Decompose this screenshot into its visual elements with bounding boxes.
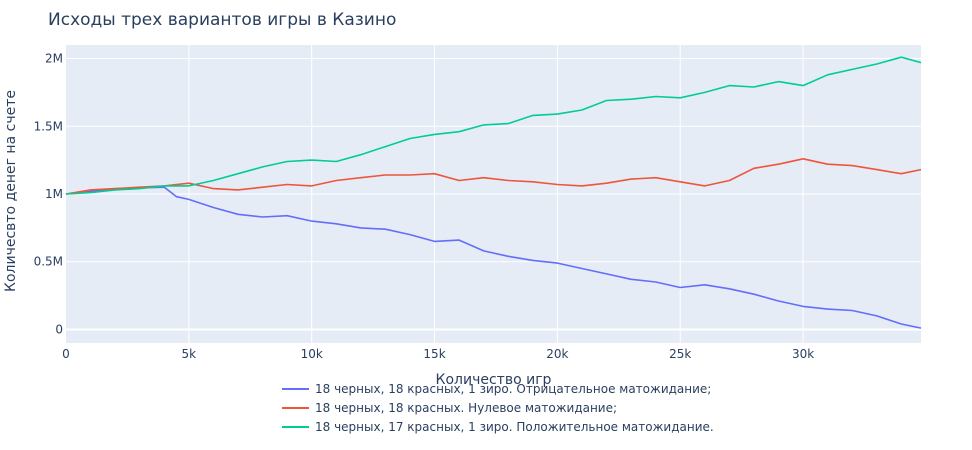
chart-title: Исходы трех вариантов игры в Казино	[48, 10, 396, 30]
legend[interactable]: 18 черных, 18 красных, 1 зиро. Отрицател…	[282, 382, 714, 434]
x-tick-label: 10k	[301, 347, 323, 361]
legend-item-1[interactable]: 18 черных, 18 красных, 1 зиро. Отрицател…	[282, 382, 711, 396]
series-line-2	[65, 158, 922, 195]
legend-label: 18 черных, 18 красных. Нулевое матожидан…	[315, 401, 617, 415]
x-tick-label: 0	[62, 347, 70, 361]
x-axis-title: Количество игр	[436, 372, 552, 388]
y-tick-label: 0.5M	[34, 255, 63, 269]
legend-label: 18 черных, 17 красных, 1 зиро. Положител…	[315, 420, 714, 434]
y-axis-title: Количесвто денег на счете	[3, 90, 19, 292]
tick-labels: 0 5k 10k 15k 20k 25k 30k 0 0.5M 1M 1.5M 2M	[34, 52, 815, 361]
x-tick-label: 30k	[792, 347, 814, 361]
series-line-3	[65, 56, 922, 195]
x-tick-label: 25k	[669, 347, 691, 361]
legend-item-2[interactable]: 18 черных, 18 красных. Нулевое матожидан…	[282, 401, 617, 415]
grid-lines	[66, 45, 921, 343]
x-tick-label: 15k	[423, 347, 445, 361]
series-line-1	[65, 186, 922, 329]
legend-item-3[interactable]: 18 черных, 17 красных, 1 зиро. Положител…	[282, 420, 714, 434]
x-tick-label: 20k	[546, 347, 568, 361]
y-tick-label: 1M	[45, 187, 63, 201]
series-layer	[65, 56, 922, 329]
y-tick-label: 2M	[45, 52, 63, 66]
legend-label: 18 черных, 18 красных, 1 зиро. Отрицател…	[315, 382, 711, 396]
y-tick-label: 0	[55, 322, 63, 336]
x-tick-label: 5k	[182, 347, 197, 361]
y-tick-label: 1.5M	[34, 119, 63, 133]
